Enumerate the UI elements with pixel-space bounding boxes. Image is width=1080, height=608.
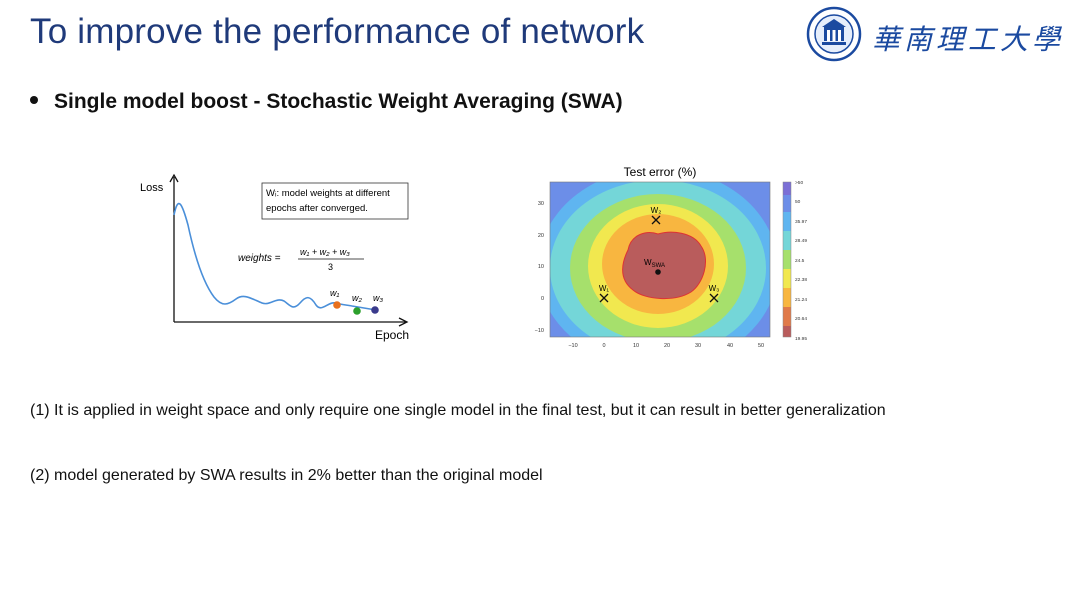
colorbar-swatch bbox=[783, 231, 791, 250]
w2-point bbox=[353, 307, 361, 315]
y-tick-label: 20 bbox=[538, 233, 544, 239]
bullet-item: Single model boost - Stochastic Weight A… bbox=[30, 90, 623, 114]
colorbar-swatch bbox=[783, 269, 791, 288]
contour-band-min bbox=[622, 231, 706, 300]
formula-numerator: w₁ + w₂ + w₃ bbox=[300, 247, 350, 257]
colorbar-labels: >50 50 35.97 28.49 24.5 22.38 21.24 20.6… bbox=[795, 180, 807, 342]
marker-w2: W₂ bbox=[651, 206, 662, 225]
x-marker-icon bbox=[651, 215, 661, 225]
loss-curve bbox=[173, 202, 377, 311]
colorbar-label: 19.95 bbox=[795, 336, 807, 342]
w3-point bbox=[371, 306, 379, 314]
colorbar-swatch bbox=[783, 250, 791, 269]
colorbar-swatch bbox=[783, 326, 791, 337]
swa-point-dot bbox=[655, 269, 661, 275]
formula-lhs: weights = bbox=[238, 253, 281, 264]
test-error-contour-chart: Test error (%) 30 20 10 0 −10 −10 0 10 2… bbox=[535, 165, 808, 349]
x-tick-label: 30 bbox=[695, 343, 701, 349]
y-tick-label: −10 bbox=[535, 328, 544, 334]
colorbar-label: >50 bbox=[795, 180, 803, 186]
legend-line-2: epochs after converged. bbox=[266, 203, 368, 214]
marker-w1: W₁ bbox=[599, 284, 610, 303]
colorbar-label: 28.49 bbox=[795, 238, 807, 244]
legend-box bbox=[261, 182, 409, 220]
w2-label: w₂ bbox=[352, 293, 362, 303]
colorbar-label: 21.24 bbox=[795, 297, 807, 303]
bullet-text: Single model boost - Stochastic Weight A… bbox=[54, 90, 623, 113]
colorbar-swatch bbox=[783, 307, 791, 326]
x-tick-labels: −10 0 10 20 30 40 50 bbox=[568, 343, 764, 349]
w3-label: w₃ bbox=[373, 293, 383, 303]
x-marker-icon bbox=[599, 293, 609, 303]
colorbar-frame bbox=[782, 181, 792, 338]
x-tick-label: 0 bbox=[602, 343, 605, 349]
y-axis-label: Loss bbox=[140, 182, 164, 194]
university-name-logotype: 華南理工大學 bbox=[872, 23, 1065, 56]
marker-wswa-label: WSWA bbox=[644, 258, 665, 269]
x-marker-icon bbox=[709, 293, 719, 303]
university-logo: 華南理工大學 bbox=[806, 6, 1060, 66]
colorbar-swatch bbox=[783, 182, 791, 195]
x-tick-label: 20 bbox=[664, 343, 670, 349]
colorbar: >50 50 35.97 28.49 24.5 22.38 21.24 20.6… bbox=[782, 180, 807, 342]
marker-wswa: WSWA bbox=[644, 258, 665, 275]
marker-w3-label: W₃ bbox=[709, 284, 720, 293]
y-axis-arrow-icon bbox=[169, 173, 179, 183]
university-seal-icon bbox=[806, 6, 862, 62]
y-tick-label: 10 bbox=[538, 264, 544, 270]
legend-line-1: Wᵢ: model weights at different bbox=[266, 188, 390, 199]
plot-frame bbox=[549, 181, 771, 338]
colorbar-label: 24.5 bbox=[795, 258, 805, 264]
x-tick-label: 50 bbox=[758, 343, 764, 349]
colorbar-label: 50 bbox=[795, 199, 801, 205]
slide-title: To improve the performance of network bbox=[30, 12, 645, 51]
x-tick-label: 10 bbox=[633, 343, 639, 349]
colorbar-label: 35.97 bbox=[795, 219, 807, 225]
colorbar-swatch bbox=[783, 288, 791, 307]
marker-w1-label: W₁ bbox=[599, 284, 610, 293]
colorbar-swatch bbox=[783, 212, 791, 231]
paragraph-1: (1) It is applied in weight space and on… bbox=[30, 402, 886, 419]
x-axis-arrow-icon bbox=[398, 317, 409, 327]
x-tick-label: −10 bbox=[568, 343, 577, 349]
marker-w3: W₃ bbox=[709, 284, 720, 303]
w1-label: w₁ bbox=[330, 288, 339, 298]
w1-point bbox=[333, 301, 341, 309]
formula-denominator: 3 bbox=[328, 262, 333, 272]
y-tick-label: 30 bbox=[538, 201, 544, 207]
marker-w2-label: W₂ bbox=[651, 206, 662, 215]
bullet-dot-icon bbox=[30, 96, 38, 105]
paragraph-2: (2) model generated by SWA results in 2%… bbox=[30, 467, 543, 484]
chart-title: Test error (%) bbox=[624, 165, 697, 179]
colorbar-label: 20.64 bbox=[795, 316, 807, 322]
y-tick-label: 0 bbox=[541, 296, 544, 302]
colorbar-label: 22.38 bbox=[795, 277, 807, 283]
colorbar-swatch bbox=[783, 195, 791, 212]
y-tick-labels: 30 20 10 0 −10 bbox=[535, 201, 544, 334]
x-axis-label: Epoch bbox=[375, 328, 409, 342]
loss-curve-figure: Loss Epoch Wᵢ: model weights at differen… bbox=[140, 173, 409, 342]
x-tick-label: 40 bbox=[727, 343, 733, 349]
